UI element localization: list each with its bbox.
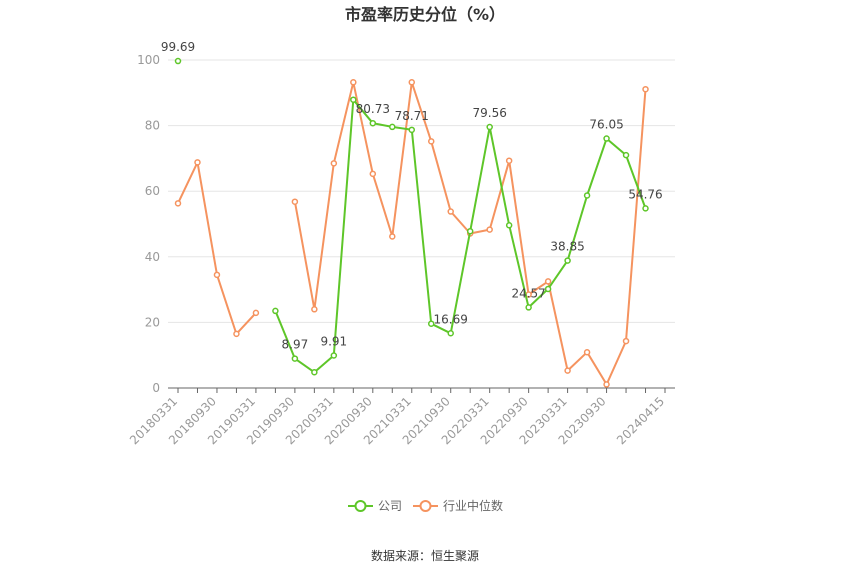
data-labels: 99.69 8.97 9.91 80.73 78.71 16.69 79.56 24.57 38… xyxy=(161,40,663,352)
point-industry xyxy=(213,271,221,279)
data-label: 99.69 xyxy=(161,40,195,54)
point-industry xyxy=(564,367,571,374)
data-label: 8.97 xyxy=(282,338,309,352)
data-label: 54.76 xyxy=(628,187,662,201)
y-tick-label: 0 xyxy=(152,381,160,395)
x-axis: 2018033120180930201903312019093020200331… xyxy=(127,387,675,447)
point-industry xyxy=(194,159,201,166)
point-industry xyxy=(311,306,318,313)
point-industry xyxy=(174,200,182,207)
point-industry xyxy=(291,198,299,205)
point-company xyxy=(564,257,571,264)
point-industry xyxy=(233,330,240,338)
point-company xyxy=(486,123,493,131)
point-company xyxy=(525,304,532,311)
series-line-company xyxy=(274,98,647,374)
point-industry xyxy=(389,233,396,240)
point-company xyxy=(408,126,416,134)
legend-label-company: 公司 xyxy=(378,499,402,513)
point-industry xyxy=(642,85,649,93)
y-tick-label: 60 xyxy=(145,184,160,198)
point-industry xyxy=(544,278,552,285)
point-company xyxy=(642,205,649,212)
legend-marker-industry xyxy=(419,500,432,512)
point-company xyxy=(330,352,338,359)
point-industry xyxy=(408,79,416,86)
point-industry xyxy=(603,381,610,388)
point-company xyxy=(583,192,591,199)
point-industry xyxy=(252,309,260,317)
data-label: 24.57 xyxy=(511,286,545,300)
data-label: 76.05 xyxy=(589,118,623,132)
point-company xyxy=(505,222,513,229)
point-industry xyxy=(369,170,377,178)
data-label: 79.56 xyxy=(473,106,507,120)
legend: 公司 行业中位数 xyxy=(348,498,503,513)
x-tick-label: 20240415 xyxy=(614,394,667,447)
point-company xyxy=(622,151,630,159)
chart-title: 市盈率历史分位（%） xyxy=(345,5,505,24)
point-industry xyxy=(583,348,591,356)
point-company xyxy=(466,227,474,235)
point-industry xyxy=(447,208,454,215)
point-industry xyxy=(505,157,513,164)
series-layer xyxy=(174,57,649,388)
data-source: 数据来源：恒生聚源 xyxy=(371,548,479,563)
point-industry xyxy=(350,79,357,86)
point-company xyxy=(389,123,396,131)
point-industry xyxy=(427,138,435,145)
y-axis: 0 20 40 60 80 100 xyxy=(137,53,160,395)
point-company xyxy=(272,307,279,315)
point-company xyxy=(350,96,357,103)
data-label: 9.91 xyxy=(320,334,347,348)
y-tick-label: 80 xyxy=(145,119,160,133)
y-tick-label: 20 xyxy=(145,315,160,329)
grid-lines xyxy=(168,59,675,323)
point-company xyxy=(311,369,318,376)
point-company xyxy=(291,355,299,362)
legend-marker-company xyxy=(354,500,367,512)
point-company xyxy=(544,285,552,293)
point-company xyxy=(174,57,182,65)
data-label: 78.71 xyxy=(395,109,429,123)
point-company xyxy=(447,330,454,337)
legend-item-industry[interactable]: 行业中位数 xyxy=(413,498,503,513)
y-tick-label: 40 xyxy=(145,250,160,264)
data-label: 38.85 xyxy=(550,240,584,254)
legend-item-company[interactable]: 公司 xyxy=(348,499,402,513)
point-company xyxy=(603,135,610,142)
data-label: 16.69 xyxy=(434,312,468,326)
y-tick-label: 100 xyxy=(137,53,160,67)
point-company xyxy=(427,320,435,327)
legend-label-industry: 行业中位数 xyxy=(443,498,503,513)
point-industry xyxy=(622,337,630,345)
series-line-industry xyxy=(177,161,257,335)
point-industry xyxy=(486,226,493,233)
data-label: 80.73 xyxy=(356,102,390,116)
point-company xyxy=(369,119,377,127)
point-industry xyxy=(330,160,338,167)
